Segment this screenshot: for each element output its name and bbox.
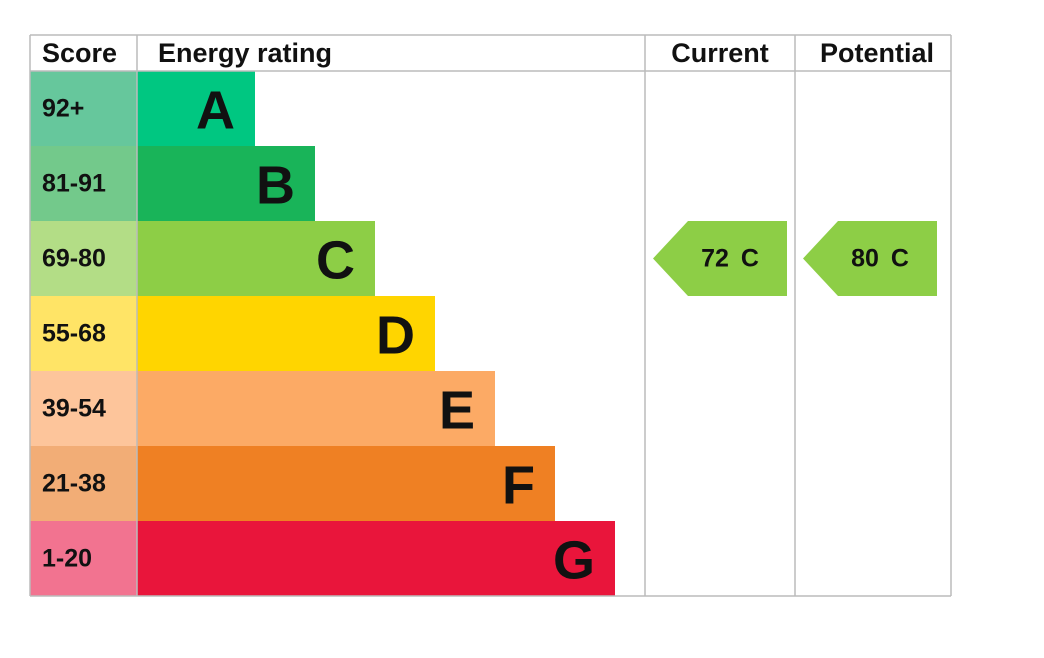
band-letter: B — [256, 156, 295, 216]
score-range: 69-80 — [42, 245, 106, 273]
rating-bar — [137, 446, 555, 521]
rating-bar — [137, 221, 375, 296]
score-range: 21-38 — [42, 470, 106, 498]
header-rating: Energy rating — [158, 38, 332, 68]
band-letter: E — [439, 381, 475, 441]
score-range: 81-91 — [42, 170, 106, 198]
score-cell — [30, 296, 137, 371]
header-score: Score — [42, 38, 117, 68]
rating-bar — [137, 521, 615, 596]
current-band: C — [741, 245, 759, 273]
rating-bar — [137, 296, 435, 371]
band-letter: A — [196, 81, 235, 141]
header-potential: Potential — [820, 38, 934, 68]
score-range: 92+ — [42, 95, 84, 123]
score-cell — [30, 146, 137, 221]
potential-arrow — [803, 221, 937, 296]
score-range: 55-68 — [42, 320, 106, 348]
score-range: 1-20 — [42, 545, 92, 573]
potential-score: 80 — [851, 245, 879, 273]
band-letter: D — [376, 306, 415, 366]
score-range: 39-54 — [42, 395, 106, 423]
score-cell — [30, 221, 137, 296]
score-cell — [30, 446, 137, 521]
score-cell — [30, 71, 137, 146]
rating-bar — [137, 71, 255, 146]
potential-label: 80 C — [851, 245, 909, 273]
score-cell — [30, 371, 137, 446]
score-cell — [30, 521, 137, 596]
header-current: Current — [671, 38, 769, 68]
current-score: 72 — [701, 245, 729, 273]
band-letter: C — [316, 231, 355, 291]
potential-band: C — [891, 245, 909, 273]
band-letter: G — [553, 531, 595, 591]
rating-bar — [137, 371, 495, 446]
rating-bar — [137, 146, 315, 221]
band-letter: F — [502, 456, 535, 516]
current-label: 72 C — [701, 245, 759, 273]
current-arrow — [653, 221, 787, 296]
